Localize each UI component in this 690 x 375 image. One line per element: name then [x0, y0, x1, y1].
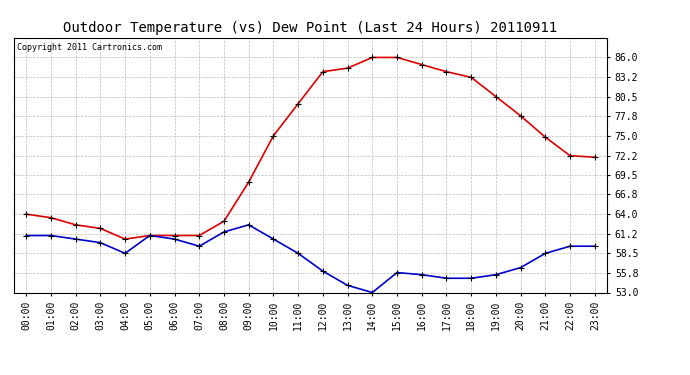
Text: Copyright 2011 Cartronics.com: Copyright 2011 Cartronics.com — [17, 43, 161, 52]
Title: Outdoor Temperature (vs) Dew Point (Last 24 Hours) 20110911: Outdoor Temperature (vs) Dew Point (Last… — [63, 21, 558, 35]
